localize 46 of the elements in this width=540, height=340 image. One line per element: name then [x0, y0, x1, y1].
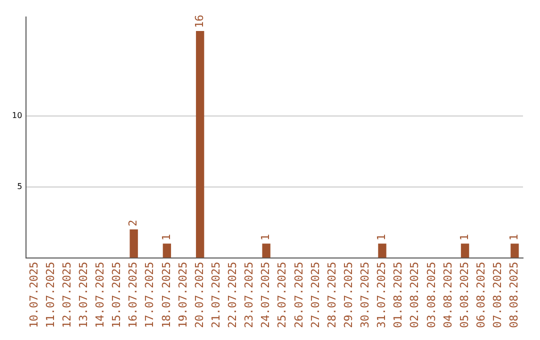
data-label: 16: [192, 14, 206, 28]
x-tick-label: 07.08.2025: [491, 262, 504, 328]
x-tick-label: 11.07.2025: [44, 262, 57, 328]
bar: [460, 244, 470, 258]
bar: [378, 244, 386, 258]
bar: [510, 244, 519, 258]
x-tick-label: 10.07.2025: [27, 262, 40, 328]
x-tick-label: 22.07.2025: [226, 262, 240, 328]
x-tick-label: 19.07.2025: [176, 262, 190, 328]
x-tick-label: 14.07.2025: [94, 262, 107, 328]
x-tick-label: 18.07.2025: [160, 262, 173, 328]
x-tick-label: 01.08.2025: [392, 262, 405, 328]
x-tick-label: 30.07.2025: [358, 262, 372, 328]
x-tick-label: 17.07.2025: [143, 262, 156, 328]
data-label: 1: [259, 234, 272, 241]
y-tick-label: 5: [17, 182, 22, 191]
x-tick-label: 21.07.2025: [209, 262, 222, 328]
y-tick-label: 10: [12, 111, 22, 120]
x-tick-label: 28.07.2025: [325, 262, 338, 328]
data-label: 1: [458, 234, 471, 241]
x-tick-label: 15.07.2025: [110, 262, 124, 328]
x-tick-label: 08.08.2025: [508, 262, 521, 328]
x-tick-label: 06.08.2025: [474, 262, 488, 328]
bar: [162, 244, 172, 258]
data-label: 2: [126, 220, 140, 226]
x-tick-label: 24.07.2025: [259, 262, 272, 328]
x-tick-label: 05.08.2025: [458, 262, 471, 328]
x-tick-label: 23.07.2025: [242, 262, 256, 328]
data-label: 1: [375, 234, 388, 241]
x-tick-label: 27.07.2025: [308, 262, 322, 328]
data-label: 1: [160, 234, 173, 241]
bar: [262, 244, 270, 258]
x-tick-label: 13.07.2025: [77, 262, 90, 328]
x-tick-label: 25.07.2025: [276, 262, 289, 328]
x-tick-label: 26.07.2025: [292, 262, 306, 328]
x-tick-label: 03.08.2025: [424, 262, 438, 328]
x-tick-label: 20.07.2025: [192, 262, 206, 328]
bar: [196, 30, 204, 258]
x-tick-label: 31.07.2025: [375, 262, 388, 328]
bar: [130, 229, 138, 258]
data-label: 1: [508, 234, 521, 241]
x-tick-label: 04.08.2025: [441, 262, 454, 328]
x-tick-label: 29.07.2025: [342, 262, 355, 328]
x-tick-label: 02.08.2025: [408, 262, 422, 328]
x-tick-label: 16.07.2025: [126, 262, 140, 328]
x-tick-label: 12.07.2025: [60, 262, 74, 328]
